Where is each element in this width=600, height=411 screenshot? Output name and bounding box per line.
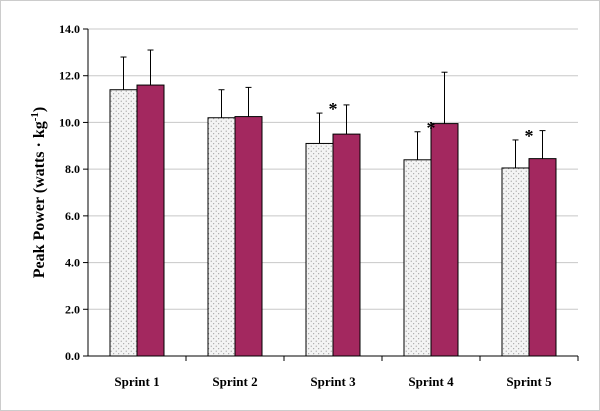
bar (528, 158, 557, 357)
bar (501, 167, 530, 357)
bar (109, 89, 138, 357)
y-tick-label: 6.0 (65, 209, 80, 223)
x-category-label: Sprint 4 (408, 374, 454, 389)
bar (207, 117, 236, 357)
y-tick-label: 8.0 (65, 162, 80, 176)
significance-marker: * (427, 118, 436, 138)
y-tick-label: 12.0 (59, 69, 80, 83)
x-category-label: Sprint 2 (212, 374, 257, 389)
significance-marker: * (525, 126, 534, 146)
bar (234, 116, 263, 357)
gridlines (88, 28, 578, 310)
bar (403, 159, 432, 357)
bar (305, 142, 334, 357)
y-tick-label: 14.0 (59, 22, 80, 36)
bars (109, 49, 557, 357)
bar (136, 84, 165, 357)
bar (332, 133, 361, 357)
y-tick-label: 2.0 (65, 302, 80, 316)
y-tick-label: 4.0 (65, 256, 80, 270)
y-axis-label: Peak Power (watts · kg-1) (29, 107, 48, 279)
x-category-label: Sprint 1 (114, 374, 159, 389)
bar (430, 123, 459, 357)
y-tick-label: 10.0 (59, 115, 80, 129)
labels: 0.0 2.0 4.0 6.0 8.0 10.0 12.0 14.0 Sprint 1 Sprin… (29, 22, 552, 389)
x-category-label: Sprint 5 (506, 374, 552, 389)
significance-marker: * (329, 99, 338, 119)
x-category-label: Sprint 3 (310, 374, 356, 389)
y-tick-label: 0.0 (65, 349, 80, 363)
